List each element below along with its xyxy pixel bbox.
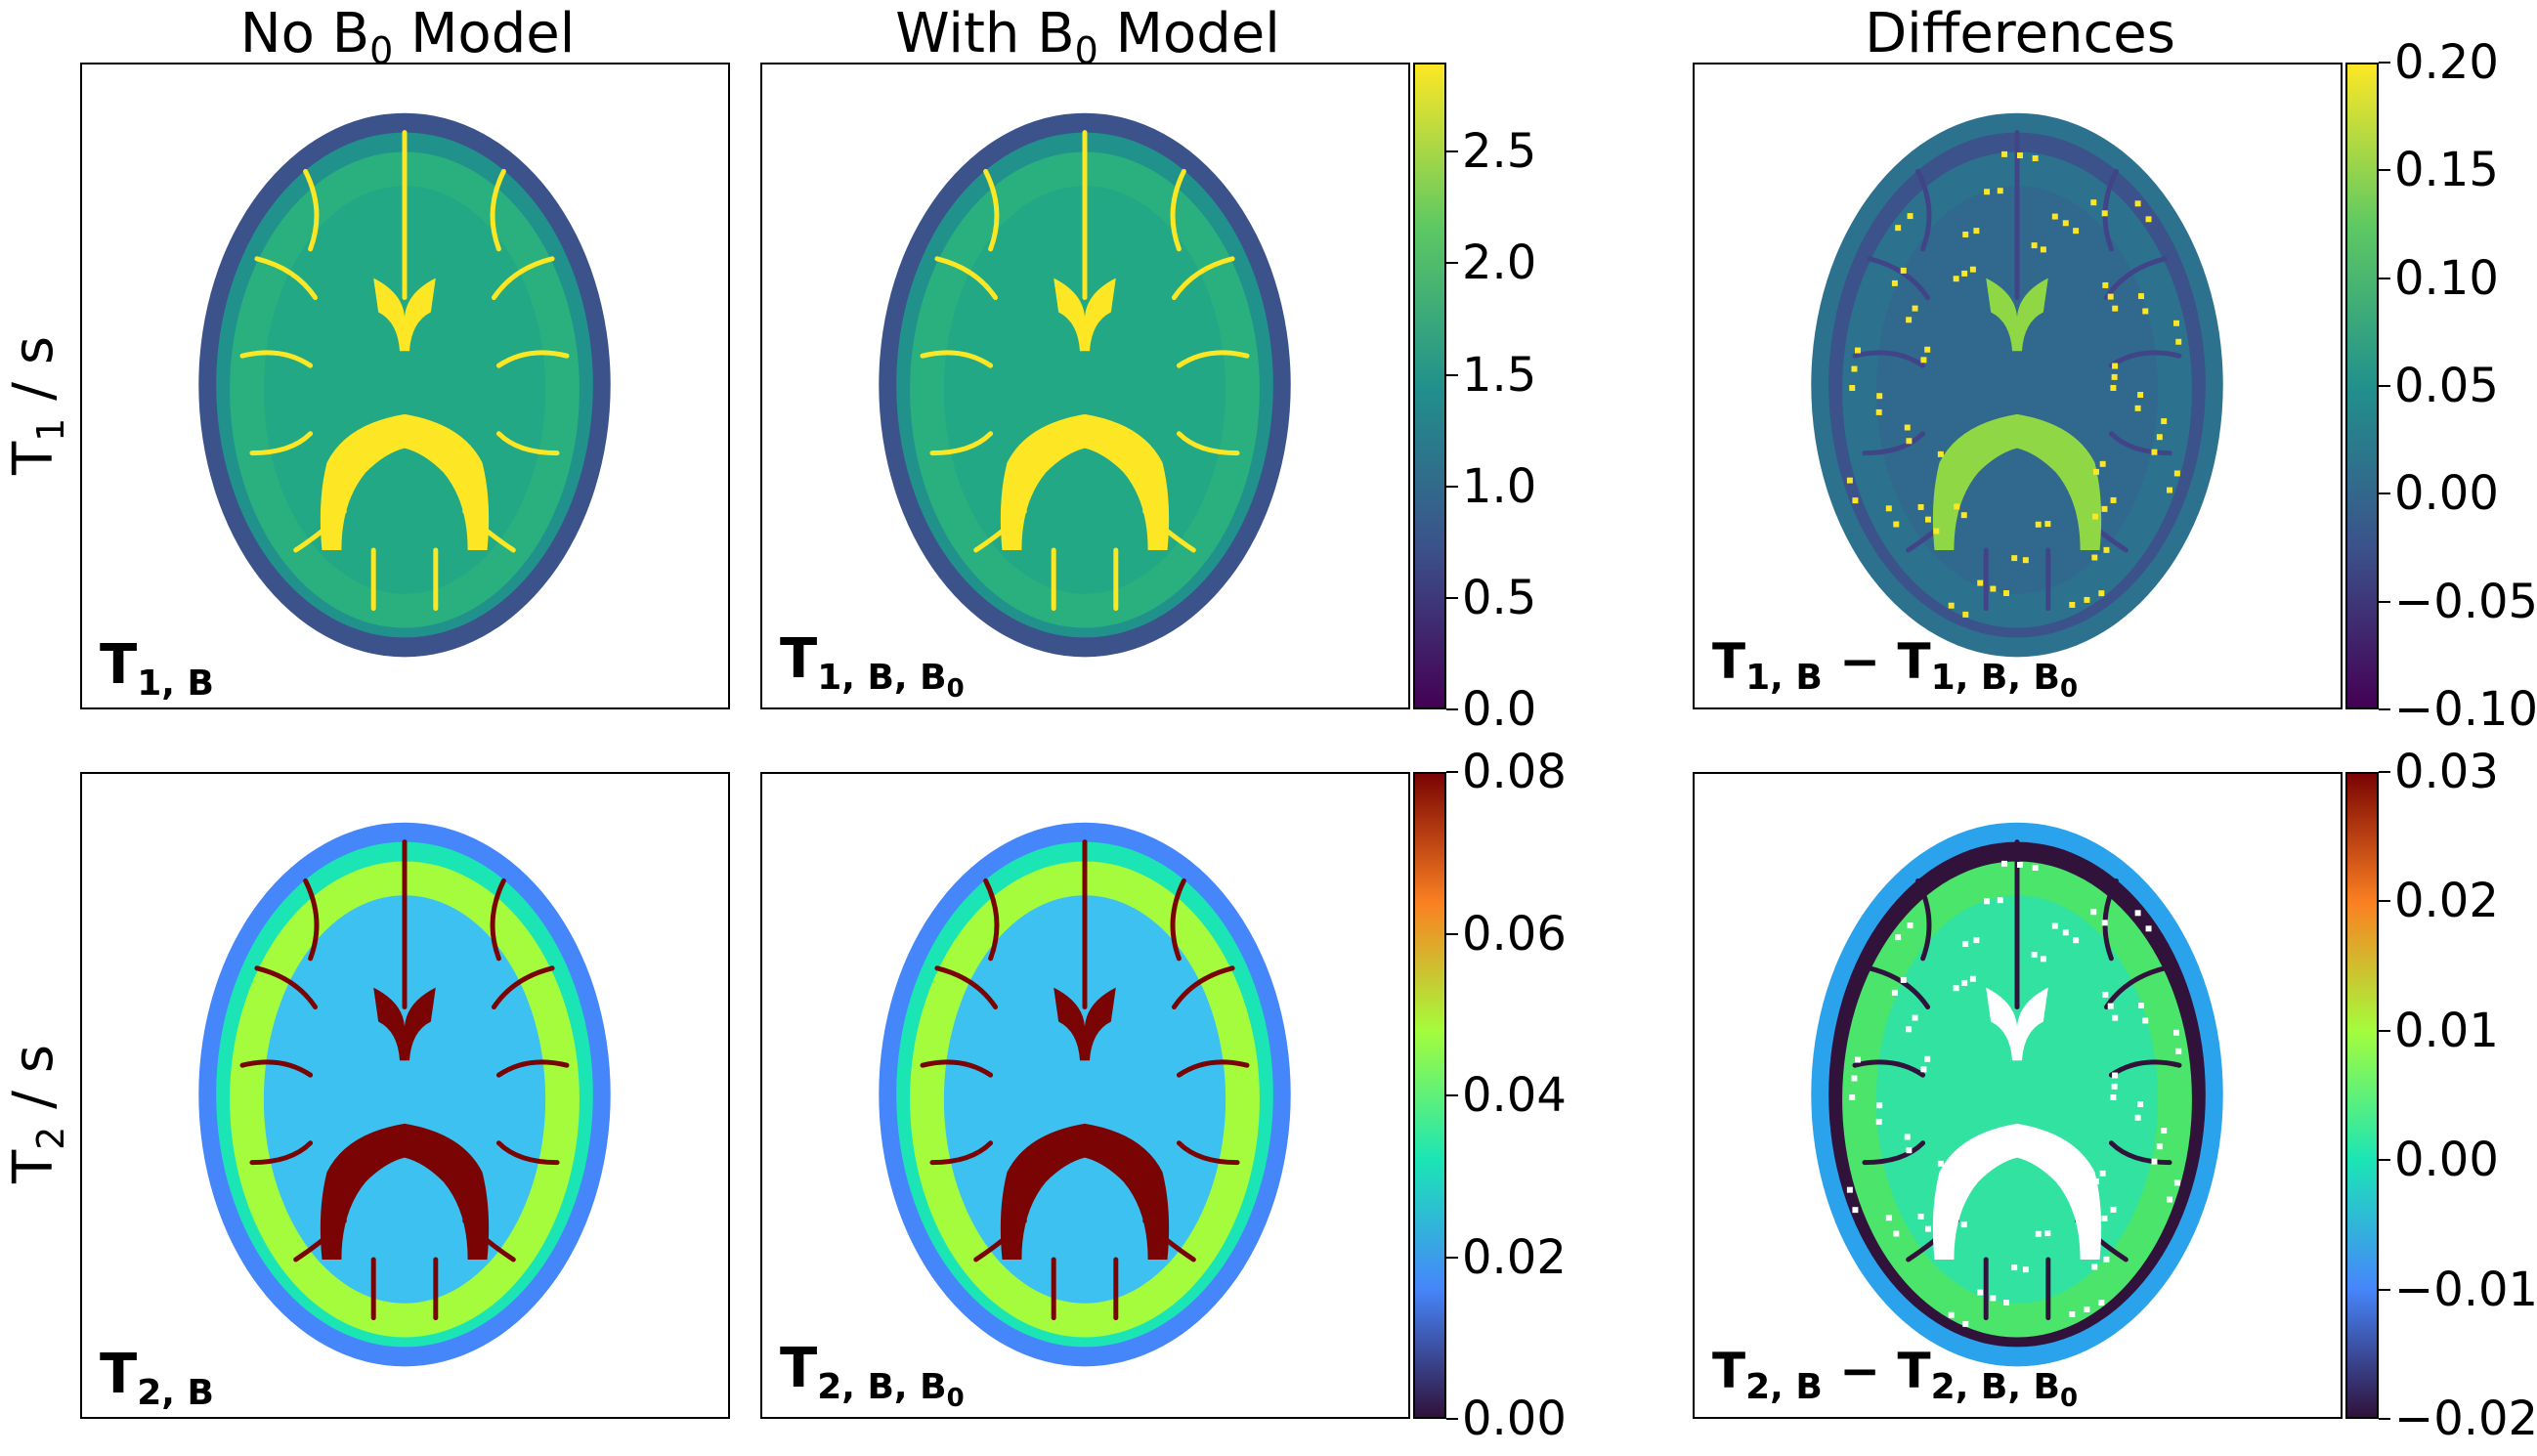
colorbar-tick-label: 2.0 [1462,236,1537,291]
colorbar-tick-mark [2379,1159,2390,1162]
difference-speckles [1846,150,2182,618]
lateral-ventricles-anterior [1054,278,1116,352]
colorbar-tick-mark [1446,262,1458,265]
colorbar-tick-label: 1.0 [1462,458,1537,514]
colorbar-tick-label: 0.01 [2394,1003,2499,1058]
colorbar-tick-label: 0.04 [1462,1068,1567,1123]
t1-with-b0-map: T1, B, B0 [760,63,1410,709]
colorbar-tick-mark [1446,150,1458,153]
panel-label: T2, B, B0 [780,1336,965,1413]
colorbar-tick-label: 0.20 [2394,35,2499,90]
panel-label: T2, B − T2, B, B0 [1712,1342,2079,1413]
column-title-no-b0: No B0 Model [239,2,576,73]
lateral-ventricles-posterior [1932,413,2102,550]
lateral-ventricles-posterior [1000,413,1170,550]
colorbar-tick-label: 0.06 [1462,906,1567,962]
colorbar-tick-mark [2379,62,2390,64]
t1-diff-image [1811,112,2223,658]
colorbar-tick-label: −0.01 [2394,1262,2537,1317]
t1-difference-map: T1, B − T1, B, B0 [1693,63,2343,709]
colorbar-tick-mark [2379,277,2390,279]
column-title-with-b0: With B0 Model [895,2,1280,73]
colorbar-tick-label: −0.05 [2394,574,2537,629]
t2-with-b0-map: T2, B, B0 [760,772,1410,1419]
colorbar-tick-label: 0.03 [2394,745,2499,799]
row-label-t2: T2 / s [2,1044,73,1184]
t1-with-b0-image [879,112,1291,658]
colorbar-tick-mark [2379,708,2390,710]
panel-label: T2, B [100,1342,214,1413]
colorbar-tick-mark [1446,485,1458,488]
t2-difference-map: T2, B − T2, B, B0 [1693,772,2343,1419]
colorbar-tick-mark [2379,385,2390,387]
lateral-ventricles-posterior [320,1123,490,1260]
row-label-t1: T1 / s [2,335,73,476]
colorbar-tick-label: 0.00 [2394,1133,2499,1188]
colorbar-tick-mark [2379,1418,2390,1420]
t1-difference-colorbar [2345,63,2379,709]
panel-label: T1, B − T1, B, B0 [1712,632,2079,704]
sulci [920,130,1250,612]
lateral-ventricles-posterior [320,413,490,550]
t2-no-b0-image [198,822,611,1367]
colorbar-tick-label: −0.10 [2394,682,2537,737]
colorbar-tick-mark [1446,771,1458,773]
panel-label: T1, B, B0 [780,626,965,704]
colorbar-tick-label: 0.02 [2394,874,2499,929]
lateral-ventricles-anterior [1054,987,1116,1061]
colorbar-tick-mark [2379,900,2390,903]
lateral-ventricles-anterior [373,278,436,352]
colorbar-tick-label: 0.10 [2394,250,2499,306]
colorbar-tick-mark [1446,373,1458,376]
colorbar-tick-mark [1446,1256,1458,1259]
colorbar-tick-label: 0.5 [1462,570,1537,625]
panel-label: T1, B [100,632,214,704]
lateral-ventricles-anterior [1986,278,2048,352]
colorbar-tick-mark [1446,932,1458,935]
colorbar-tick-mark [1446,1418,1458,1420]
t1-colorbar [1413,63,1446,709]
lateral-ventricles-posterior [1932,1123,2102,1260]
colorbar-tick-label: 1.5 [1462,347,1537,403]
t2-with-b0-image [879,822,1291,1367]
colorbar-tick-label: 0.05 [2394,359,2499,413]
column-title-differences: Differences [1865,2,2175,65]
colorbar-tick-mark [2379,492,2390,495]
difference-speckles [1846,860,2182,1327]
colorbar-tick-mark [2379,600,2390,603]
colorbar-tick-mark [1446,1094,1458,1096]
colorbar-tick-label: 0.0 [1462,682,1537,737]
colorbar-tick-mark [2379,169,2390,172]
colorbar-tick-label: 0.15 [2394,143,2499,198]
colorbar-tick-label: 0.00 [2394,466,2499,522]
colorbar-tick-label: 2.5 [1462,124,1537,180]
colorbar-tick-mark [1446,596,1458,599]
t1-no-b0-image [198,112,611,658]
colorbar-tick-label: 0.00 [1462,1392,1567,1446]
colorbar-tick-mark [2379,1288,2390,1291]
sulci [239,839,570,1321]
t2-diff-image [1811,822,2223,1367]
colorbar-tick-mark [2379,771,2390,773]
t2-difference-colorbar [2345,772,2379,1419]
colorbar-tick-mark [1446,708,1458,710]
colorbar-tick-label: 0.08 [1462,745,1567,799]
t1-no-b0-map: T1, B [80,63,730,709]
colorbar-tick-label: −0.02 [2394,1392,2537,1446]
lateral-ventricles-anterior [1986,987,2048,1061]
t2-no-b0-map: T2, B [80,772,730,1419]
t2-colorbar [1413,772,1446,1419]
lateral-ventricles-posterior [1000,1123,1170,1260]
colorbar-tick-label: 0.02 [1462,1229,1567,1285]
colorbar-tick-mark [2379,1029,2390,1032]
lateral-ventricles-anterior [373,987,436,1061]
